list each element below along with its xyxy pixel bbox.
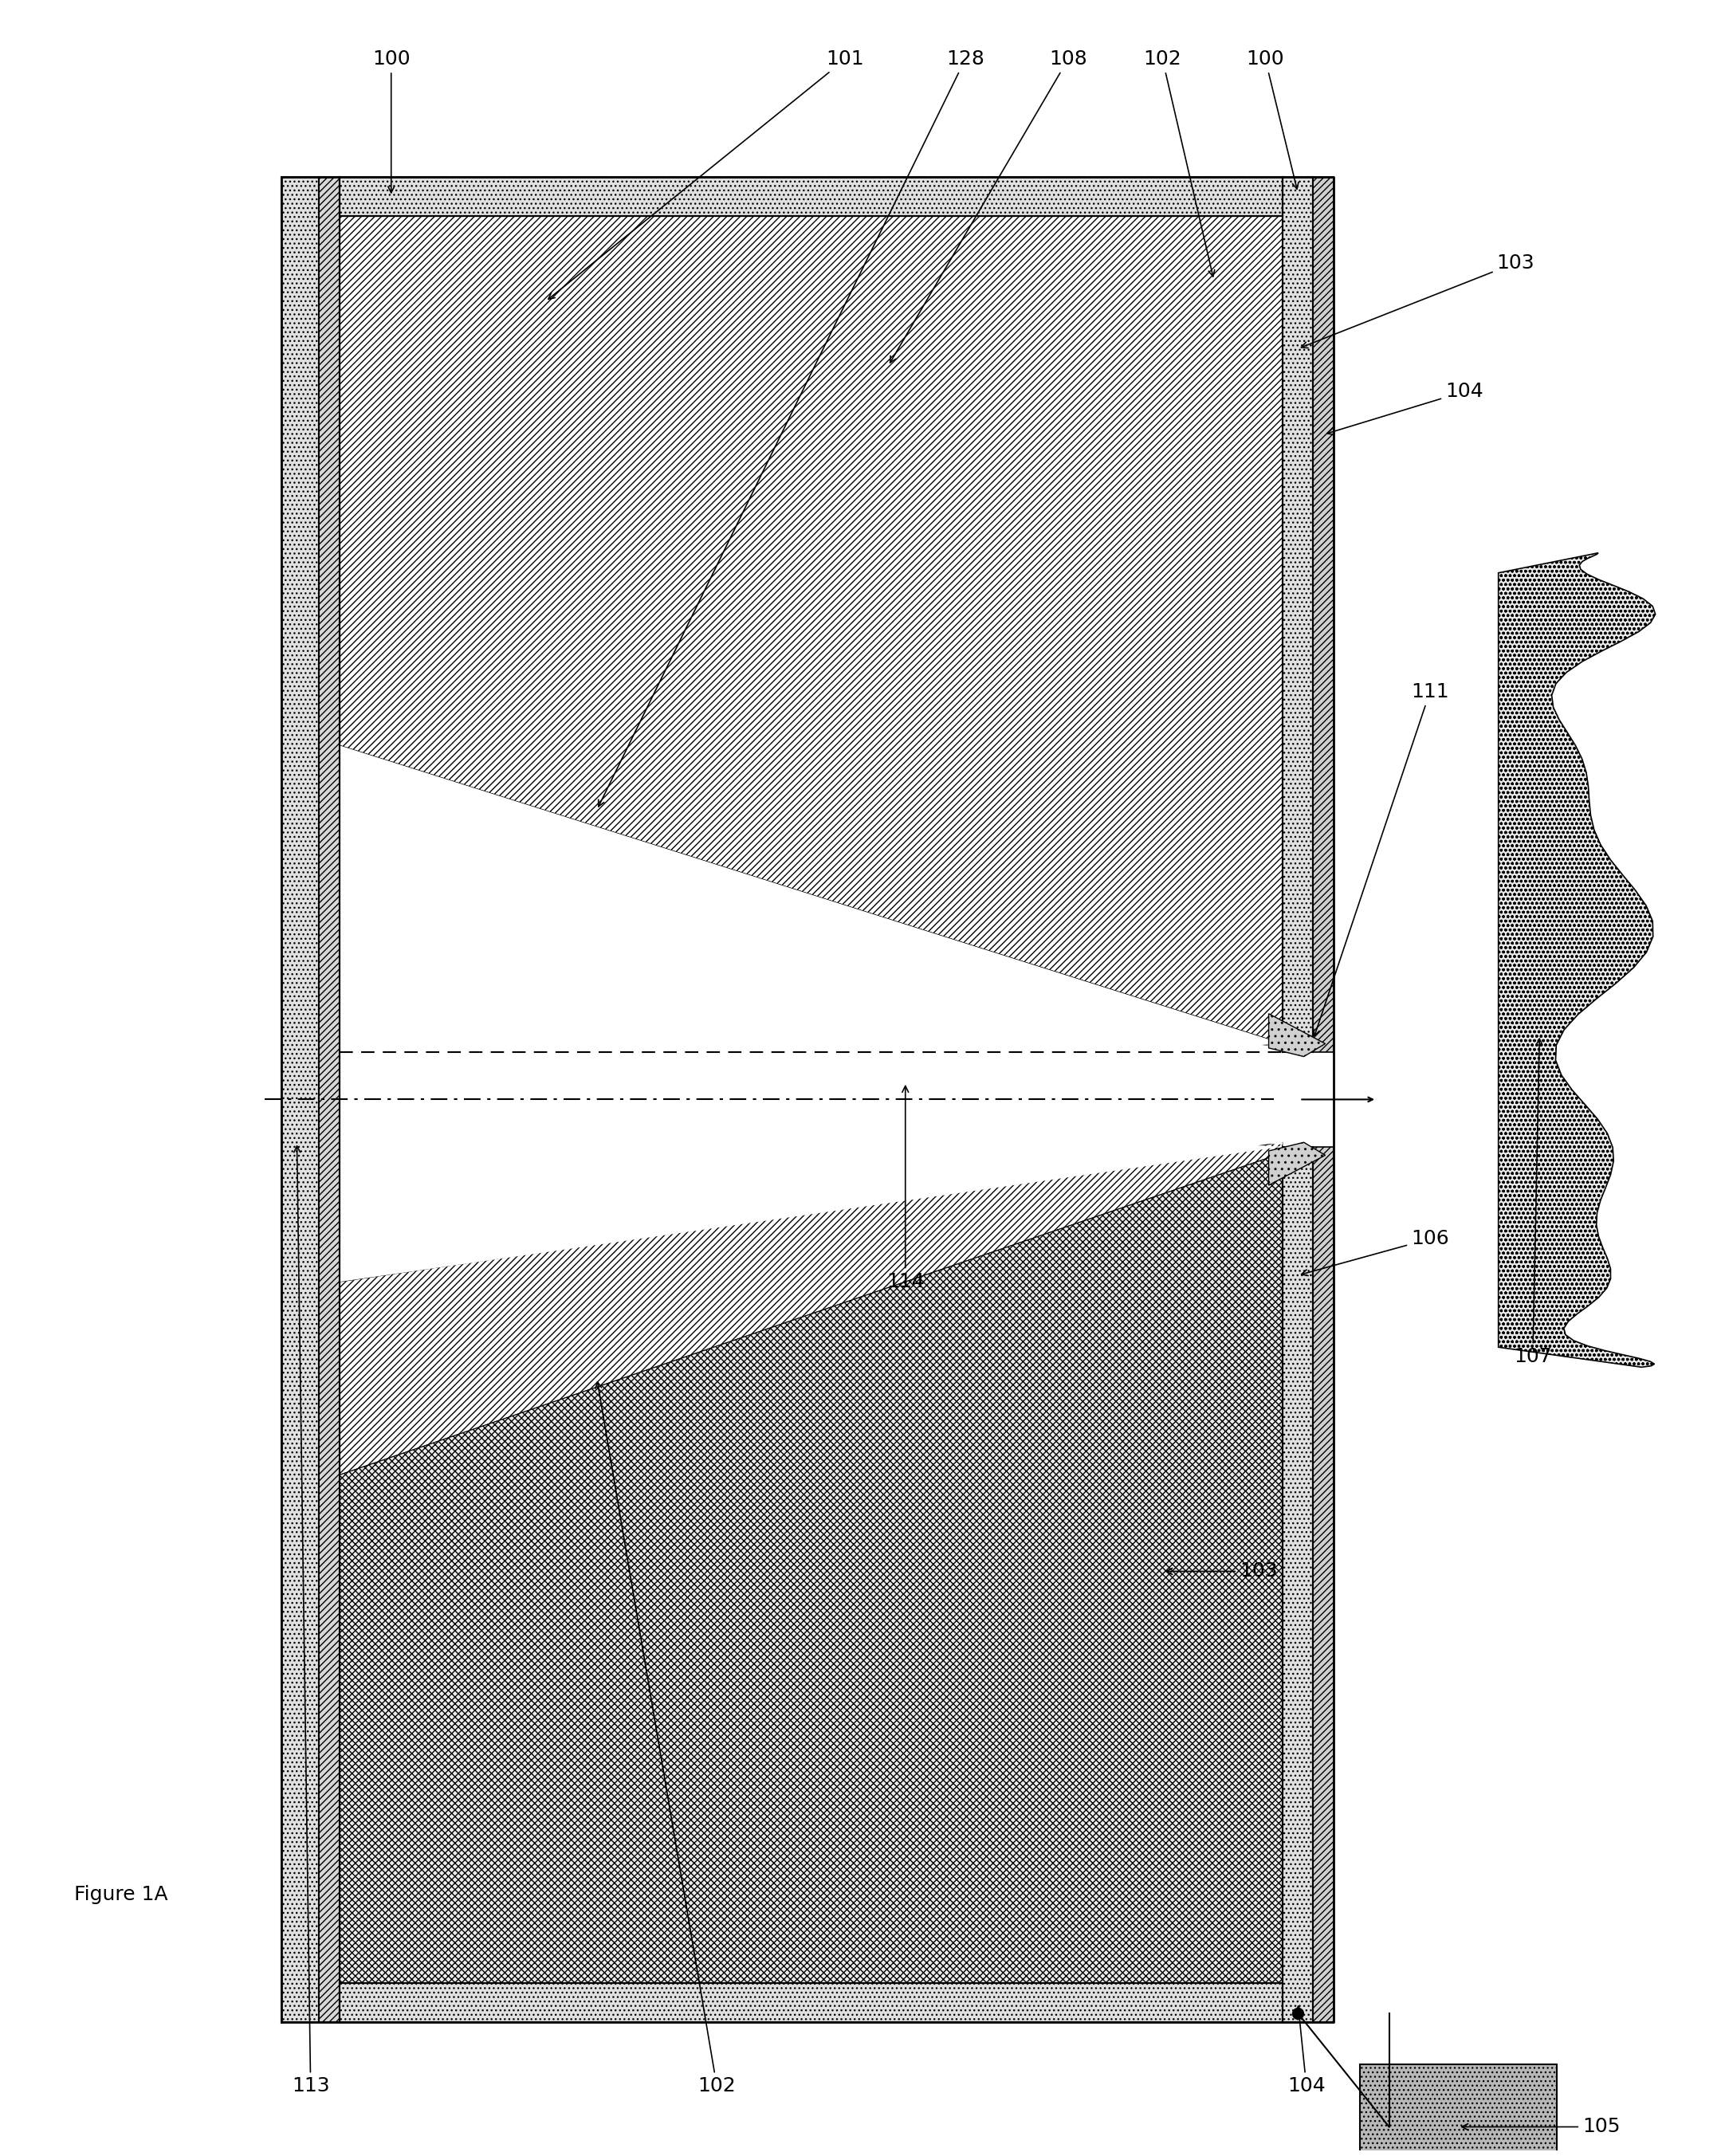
Polygon shape: [1499, 552, 1656, 1367]
Text: 105: 105: [1461, 2117, 1620, 2137]
Text: 106: 106: [1301, 1229, 1449, 1276]
Text: 100: 100: [1245, 50, 1299, 190]
Polygon shape: [340, 914, 1282, 1097]
Polygon shape: [340, 177, 1282, 216]
Text: 102: 102: [1144, 50, 1214, 276]
Polygon shape: [340, 746, 1282, 1100]
Text: 114: 114: [887, 1087, 925, 1291]
Polygon shape: [340, 1054, 1282, 1145]
Text: 113: 113: [292, 1147, 329, 2096]
Polygon shape: [340, 1143, 1282, 1475]
Polygon shape: [340, 216, 1282, 1044]
Polygon shape: [1359, 2065, 1556, 2156]
Text: 102: 102: [595, 1382, 737, 2096]
Polygon shape: [1313, 177, 1333, 1052]
Text: 108: 108: [890, 50, 1087, 362]
Text: Figure 1A: Figure 1A: [74, 1884, 167, 1904]
Polygon shape: [340, 216, 1282, 1984]
Polygon shape: [340, 1153, 1282, 1984]
Polygon shape: [340, 1984, 1282, 2022]
Polygon shape: [340, 746, 1282, 1048]
Polygon shape: [1282, 177, 1313, 1052]
Polygon shape: [1268, 1143, 1325, 1186]
Text: 111: 111: [1313, 681, 1449, 1035]
Text: 100: 100: [373, 50, 411, 192]
Text: 128: 128: [599, 50, 985, 806]
Polygon shape: [1282, 1147, 1313, 2022]
Text: 103: 103: [1166, 1561, 1278, 1580]
Polygon shape: [1268, 1013, 1325, 1056]
Text: 101: 101: [549, 50, 864, 300]
Polygon shape: [319, 177, 340, 2022]
Polygon shape: [1313, 1147, 1333, 2022]
Text: 103: 103: [1301, 254, 1535, 347]
Text: 104: 104: [1287, 2005, 1325, 2096]
Polygon shape: [340, 916, 1282, 1100]
Polygon shape: [281, 177, 319, 2022]
Text: 104: 104: [1327, 382, 1484, 436]
Polygon shape: [340, 1100, 1282, 1283]
Text: 107: 107: [1515, 1039, 1552, 1367]
